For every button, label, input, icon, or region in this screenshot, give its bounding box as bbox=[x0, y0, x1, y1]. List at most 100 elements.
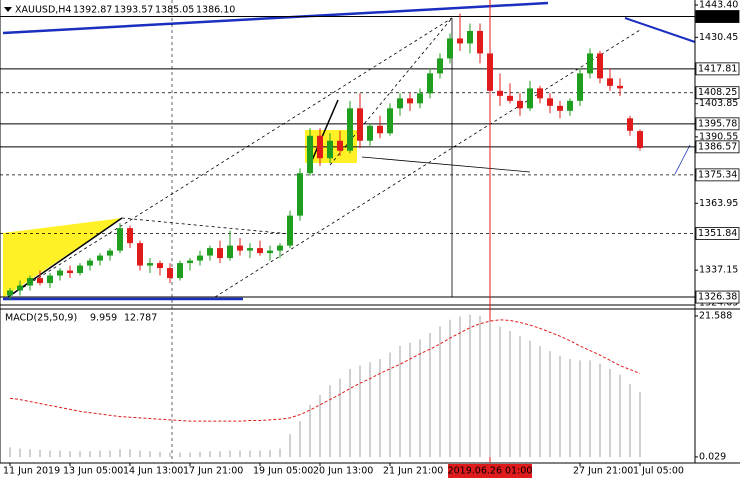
y-tick-label: 1363.95 bbox=[699, 198, 738, 209]
candle-body bbox=[317, 135, 323, 159]
candle-body bbox=[557, 105, 563, 111]
candle-body bbox=[547, 98, 553, 106]
trend-line bbox=[624, 17, 696, 43]
candle-body bbox=[177, 263, 183, 279]
level-label: 1408.25 bbox=[698, 87, 737, 98]
candle-body bbox=[207, 248, 213, 256]
candle-body bbox=[307, 135, 313, 174]
level-label-box bbox=[695, 290, 740, 304]
trend-line bbox=[2, 1, 549, 35]
candle-body bbox=[487, 53, 493, 91]
x-tick-label: 11 Jun 2019 bbox=[3, 466, 60, 477]
candle-body bbox=[467, 30, 473, 44]
candle-body bbox=[367, 125, 373, 141]
level-label-box bbox=[695, 168, 740, 182]
low: 1385.05 bbox=[155, 5, 194, 16]
level-label: 1351.84 bbox=[698, 228, 737, 239]
candle-body bbox=[327, 140, 333, 159]
candle-body bbox=[377, 125, 383, 134]
candle-body bbox=[347, 108, 353, 151]
level-label: 1386.57 bbox=[698, 141, 737, 152]
candle-body bbox=[187, 260, 193, 264]
candle-body bbox=[567, 100, 573, 111]
y-tick-label: 1403.85 bbox=[699, 98, 738, 109]
candle-body bbox=[47, 275, 53, 284]
macd-title: MACD(25,50,9) bbox=[5, 313, 77, 324]
macd-y-tick-label: 0.029 bbox=[699, 451, 726, 462]
candle-body bbox=[137, 243, 143, 266]
level-label-box bbox=[695, 227, 740, 240]
y-tick-label: 1430.45 bbox=[699, 32, 738, 43]
x-tick-label: 21 Jun 21:00 bbox=[383, 466, 443, 477]
candle-body bbox=[57, 270, 63, 276]
candle-body bbox=[507, 95, 513, 101]
candle-body bbox=[397, 98, 403, 109]
candle-body bbox=[527, 88, 533, 109]
symbol: XAUUSD,H4 bbox=[15, 5, 71, 16]
x-tick-label: 27 Jun 21:00 bbox=[573, 466, 633, 477]
y-tick-label: 1390.55 bbox=[699, 131, 738, 142]
level-label-box bbox=[695, 10, 740, 23]
candle-body bbox=[297, 173, 303, 216]
candle-body bbox=[477, 30, 483, 54]
candle-body bbox=[167, 268, 173, 279]
x-tick-label: 1 Jul 05:00 bbox=[633, 466, 684, 477]
header: XAUUSD,H4 1392.87 1393.57 1385.05 1386.1… bbox=[4, 5, 235, 16]
candle-body bbox=[587, 53, 593, 74]
level-label: 1326.38 bbox=[698, 292, 737, 303]
candle-body bbox=[447, 38, 453, 59]
trend-line bbox=[361, 156, 531, 173]
macd-value: 9.959 bbox=[90, 313, 117, 324]
trend-line bbox=[674, 144, 691, 175]
candle-body bbox=[227, 245, 233, 259]
trend-line bbox=[309, 99, 339, 166]
candle-body bbox=[407, 98, 413, 104]
header-icon bbox=[4, 7, 12, 12]
candle-body bbox=[147, 263, 153, 266]
level-label-box bbox=[695, 62, 740, 76]
candle-body bbox=[107, 250, 113, 256]
candle-body bbox=[497, 90, 503, 96]
macd-y-tick-label: 21.588 bbox=[699, 310, 732, 321]
candle-body bbox=[437, 58, 443, 74]
candle-body bbox=[257, 248, 263, 254]
candle-body bbox=[627, 118, 633, 131]
candle-body bbox=[607, 78, 613, 86]
y-tick-label: 1337.15 bbox=[699, 265, 738, 276]
candle-body bbox=[117, 228, 123, 251]
candle-body bbox=[417, 93, 423, 104]
candle-body bbox=[277, 245, 283, 251]
candle-body bbox=[387, 108, 393, 134]
candle-body bbox=[157, 263, 163, 269]
x-tick-label: 19 Jun 05:00 bbox=[253, 466, 313, 477]
x-tick-label: 17 Jun 21:00 bbox=[183, 466, 243, 477]
open: 1392.87 bbox=[73, 5, 112, 16]
candle-body bbox=[87, 260, 93, 266]
macd-signal-value: 12.787 bbox=[124, 313, 157, 324]
candle-body bbox=[287, 215, 293, 246]
candle-body bbox=[27, 278, 33, 286]
candle-body bbox=[517, 100, 523, 109]
candle-body bbox=[577, 73, 583, 101]
candle-body bbox=[267, 250, 273, 254]
candle-body bbox=[247, 248, 253, 251]
level-label: 1395.78 bbox=[698, 118, 737, 129]
candle-body bbox=[457, 38, 463, 44]
candle-body bbox=[537, 88, 543, 99]
candle-body bbox=[67, 270, 73, 274]
level-label-box bbox=[695, 86, 740, 100]
y-tick-label: 1443.40 bbox=[699, 0, 738, 10]
x-tick-label: 13 Jun 05:00 bbox=[63, 466, 123, 477]
candle-body bbox=[217, 248, 223, 259]
x-tick-label: 20 Jun 13:00 bbox=[313, 466, 373, 477]
channel-line bbox=[121, 217, 291, 235]
macd-signal bbox=[9, 319, 641, 422]
level-label: 1417.81 bbox=[698, 63, 737, 74]
candle-body bbox=[127, 228, 133, 244]
level-label: 1438.78 bbox=[698, 11, 737, 22]
candle-body bbox=[637, 131, 643, 149]
x-tick-label: 14 Jun 13:00 bbox=[123, 466, 183, 477]
candle-body bbox=[97, 255, 103, 261]
